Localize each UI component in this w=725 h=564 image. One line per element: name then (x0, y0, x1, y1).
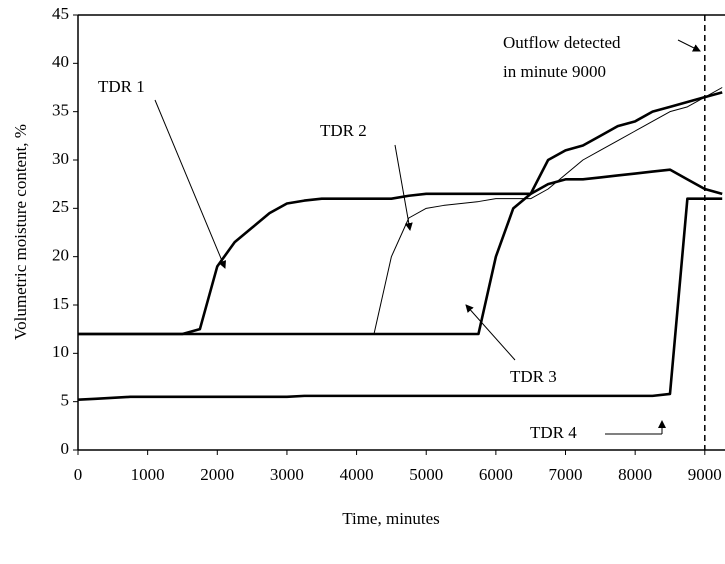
x-tick-label: 8000 (618, 465, 652, 484)
x-tick-label: 3000 (270, 465, 304, 484)
x-tick-label: 1000 (131, 465, 165, 484)
x-tick-label: 0 (74, 465, 83, 484)
annotation-arrow (677, 39, 701, 52)
y-tick-label: 15 (52, 294, 69, 313)
event-label: in minute 9000 (503, 62, 606, 81)
y-tick-label: 0 (61, 439, 70, 458)
y-tick-label: 20 (52, 246, 69, 265)
series-label: TDR 4 (530, 423, 577, 442)
x-tick-label: 6000 (479, 465, 513, 484)
series-label: TDR 2 (320, 121, 367, 140)
x-tick-label: 2000 (200, 465, 234, 484)
x-tick-label: 7000 (549, 465, 583, 484)
x-tick-label: 5000 (409, 465, 443, 484)
y-axis-label: Volumetric moisture content, % (11, 124, 30, 340)
y-tick-label: 10 (52, 342, 69, 361)
x-axis-label: Time, minutes (342, 509, 440, 528)
series-line (77, 197, 723, 402)
y-tick-label: 35 (52, 101, 69, 120)
series-label: TDR 3 (510, 367, 557, 386)
series-label: TDR 1 (98, 77, 145, 96)
y-tick-label: 25 (52, 197, 69, 216)
series-line (78, 168, 723, 336)
series-line (78, 91, 723, 336)
annotation-arrow (394, 144, 413, 231)
annotation-arrow (154, 99, 226, 269)
annotation-arrow (465, 304, 516, 361)
event-label: Outflow detected (503, 33, 621, 52)
x-tick-label: 4000 (340, 465, 374, 484)
y-tick-label: 40 (52, 52, 69, 71)
x-tick-label: 9000 (688, 465, 722, 484)
y-tick-label: 5 (61, 391, 70, 410)
y-tick-label: 45 (52, 4, 69, 23)
y-tick-label: 30 (52, 149, 69, 168)
